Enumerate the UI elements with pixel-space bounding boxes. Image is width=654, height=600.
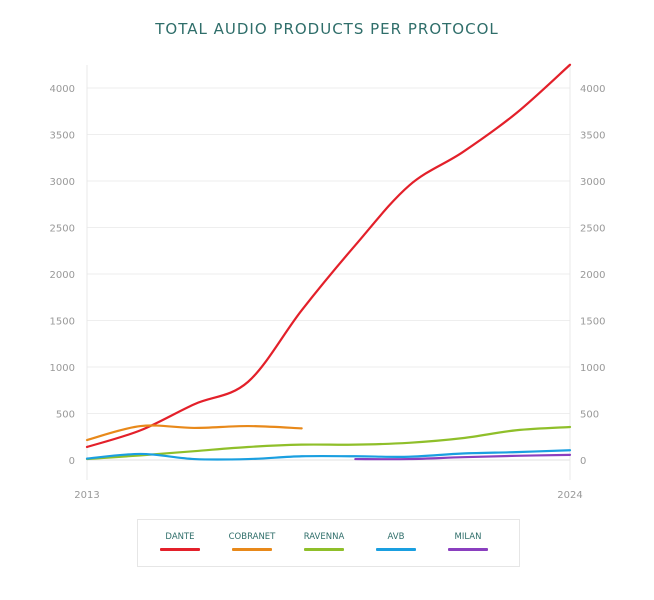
y-tick-label-right: 1500 [580,317,605,328]
legend-swatch [448,548,488,551]
legend-swatch [232,548,272,551]
legend-swatch [376,548,416,551]
y-tick-label-right: 4000 [580,84,605,95]
y-tick-label-left: 4000 [50,84,75,95]
y-tick-label-right: 3000 [580,177,605,188]
x-tick-label: 2013 [74,490,99,501]
legend-label: DANTE [165,532,195,542]
legend: DANTE COBRANET RAVENNA AVB MILAN [137,519,520,567]
y-tick-label-right: 0 [580,456,586,467]
y-tick-label-left: 1500 [50,317,75,328]
series-line-ravenna [85,425,572,461]
series-line-cobranet [85,424,303,442]
legend-item-ravenna: RAVENNA [294,532,354,551]
series-line-milan [354,453,572,461]
series-line-dante [85,63,572,449]
legend-label: COBRANET [228,532,276,542]
y-tick-label-left: 0 [69,456,75,467]
legend-label: AVB [387,532,405,542]
legend-label: RAVENNA [303,532,345,542]
y-tick-label-right: 2500 [580,224,605,235]
y-tick-label-right: 3500 [580,131,605,142]
legend-item-avb: AVB [366,532,426,551]
legend-label: MILAN [454,532,482,542]
y-tick-label-left: 1000 [50,363,75,374]
chart-title: TOTAL AUDIO PRODUCTS PER PROTOCOL [155,20,499,38]
legend-item-dante: DANTE [150,532,210,551]
y-tick-label-left: 2500 [50,224,75,235]
x-tick-label: 2024 [557,490,582,501]
y-tick-label-left: 500 [56,410,75,421]
y-tick-label-right: 500 [580,410,599,421]
legend-swatch [304,548,344,551]
y-tick-label-left: 3000 [50,177,75,188]
y-tick-label-right: 1000 [580,363,605,374]
y-tick-label-left: 2000 [50,270,75,281]
legend-item-milan: MILAN [438,532,498,551]
legend-swatch [160,548,200,551]
legend-item-cobranet: COBRANET [222,532,282,551]
series-line-avb [85,449,572,461]
y-tick-label-left: 3500 [50,131,75,142]
y-tick-label-right: 2000 [580,270,605,281]
